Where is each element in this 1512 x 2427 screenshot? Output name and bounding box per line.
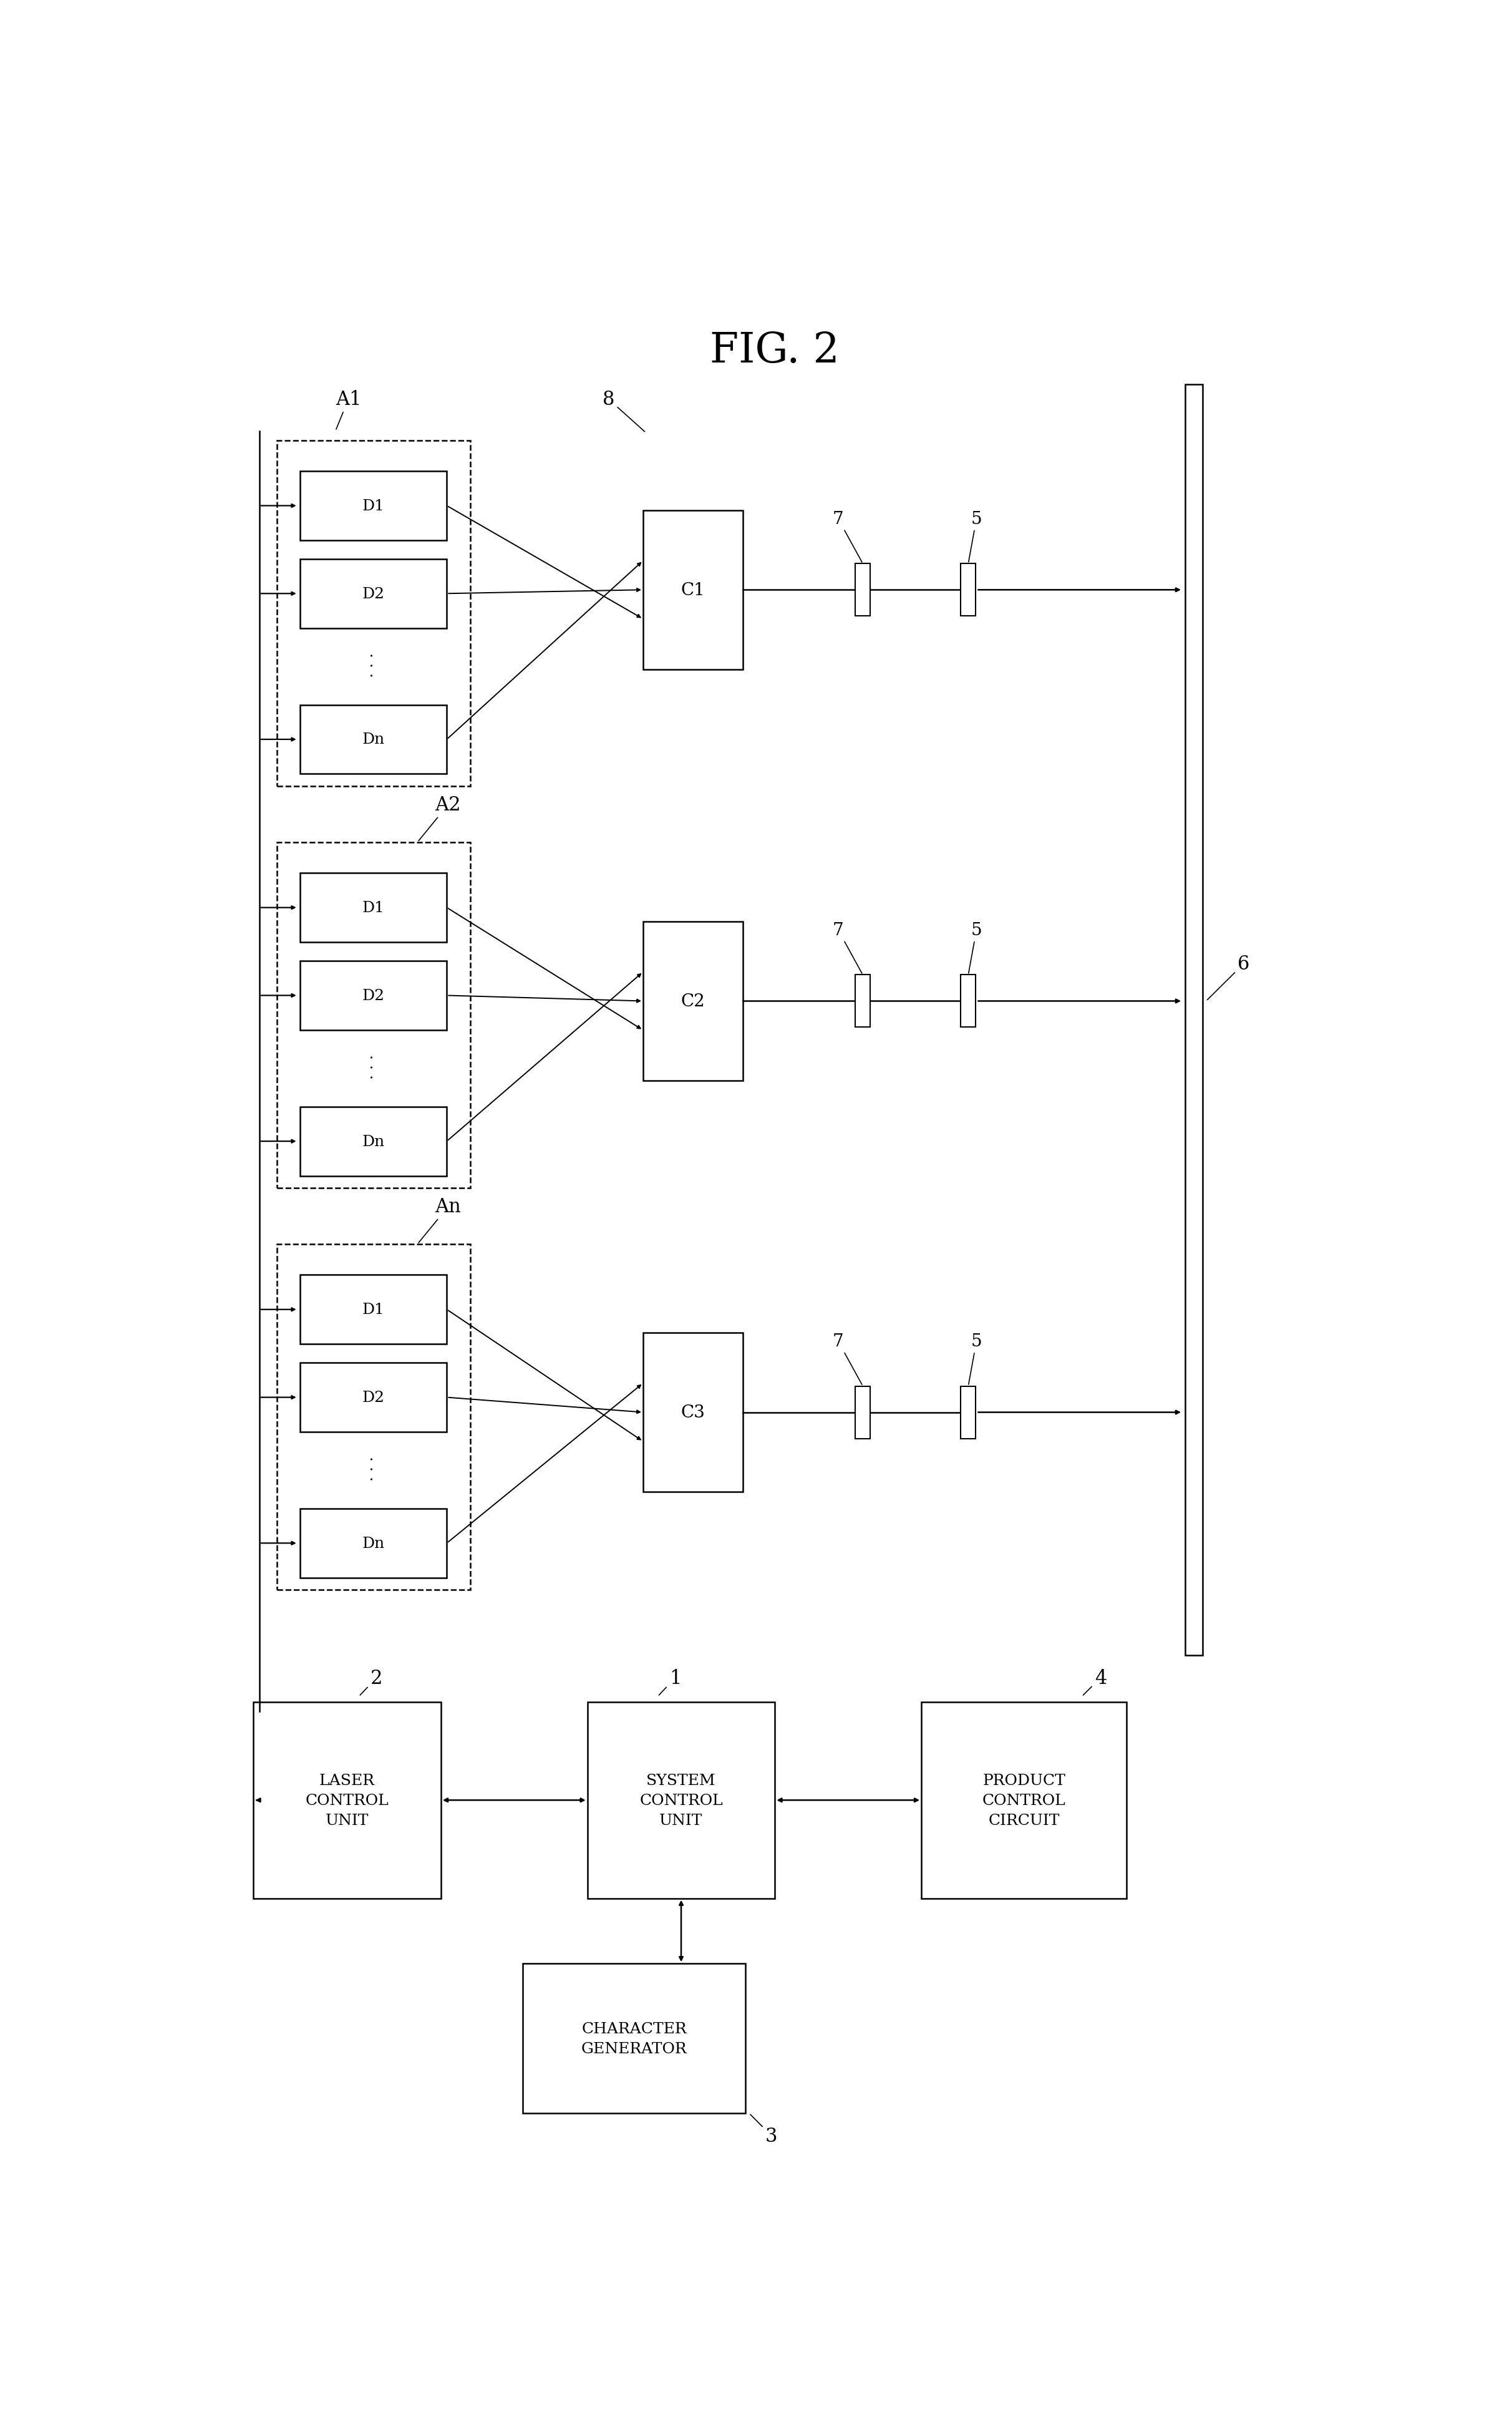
Text: · · ·: · · · [366, 653, 381, 677]
Bar [301, 874, 448, 942]
Text: C2: C2 [680, 993, 705, 1010]
Bar [277, 842, 470, 1189]
Text: · · ·: · · · [366, 1053, 381, 1080]
Text: D1: D1 [363, 1303, 384, 1318]
Bar [301, 471, 448, 541]
Text: A2: A2 [419, 796, 461, 842]
Bar [643, 510, 742, 670]
Text: D2: D2 [363, 1391, 384, 1405]
Text: FIG. 2: FIG. 2 [711, 330, 839, 371]
Text: 4: 4 [1083, 1667, 1107, 1696]
Text: 5: 5 [969, 510, 981, 563]
Text: 6: 6 [1208, 954, 1250, 1000]
Bar [960, 1386, 975, 1439]
Bar [301, 706, 448, 774]
Bar [254, 1701, 442, 1898]
Bar [856, 976, 871, 1027]
Text: Dn: Dn [363, 733, 386, 748]
Text: D1: D1 [363, 900, 384, 915]
Text: C3: C3 [680, 1405, 705, 1420]
Text: PRODUCT
CONTROL
CIRCUIT: PRODUCT CONTROL CIRCUIT [983, 1774, 1066, 1828]
Text: 8: 8 [602, 391, 644, 432]
Text: 7: 7 [833, 1332, 862, 1386]
Bar [643, 922, 742, 1080]
Text: 7: 7 [833, 922, 862, 973]
Bar [960, 976, 975, 1027]
Text: C1: C1 [680, 582, 705, 599]
Bar [301, 558, 448, 629]
Bar [277, 1245, 470, 1590]
Bar [856, 563, 871, 616]
Text: An: An [419, 1197, 461, 1243]
Bar [301, 1510, 448, 1578]
Text: Dn: Dn [363, 1133, 386, 1148]
Text: SYSTEM
CONTROL
UNIT: SYSTEM CONTROL UNIT [640, 1774, 723, 1828]
Text: D1: D1 [363, 500, 384, 515]
Text: 5: 5 [969, 1332, 981, 1386]
Bar [301, 1274, 448, 1345]
Text: D2: D2 [363, 587, 384, 602]
Text: 5: 5 [969, 922, 981, 973]
Text: CHARACTER
GENERATOR: CHARACTER GENERATOR [582, 2022, 686, 2056]
Bar [523, 1963, 745, 2114]
Bar [301, 1364, 448, 1432]
Text: · · ·: · · · [366, 1456, 381, 1480]
Bar [301, 1107, 448, 1177]
Text: LASER
CONTROL
UNIT: LASER CONTROL UNIT [305, 1774, 389, 1828]
Bar [643, 1332, 742, 1493]
Bar [277, 442, 470, 786]
Text: A1: A1 [336, 391, 361, 430]
Text: 3: 3 [750, 2114, 777, 2145]
Text: 2: 2 [360, 1667, 383, 1696]
Bar [856, 1386, 871, 1439]
Text: Dn: Dn [363, 1536, 386, 1551]
Text: 7: 7 [833, 510, 862, 563]
Bar [960, 563, 975, 616]
Bar [301, 961, 448, 1031]
Text: D2: D2 [363, 988, 384, 1002]
Bar [921, 1701, 1126, 1898]
Text: 1: 1 [659, 1667, 682, 1696]
Bar [587, 1701, 774, 1898]
Bar [1185, 383, 1202, 1655]
